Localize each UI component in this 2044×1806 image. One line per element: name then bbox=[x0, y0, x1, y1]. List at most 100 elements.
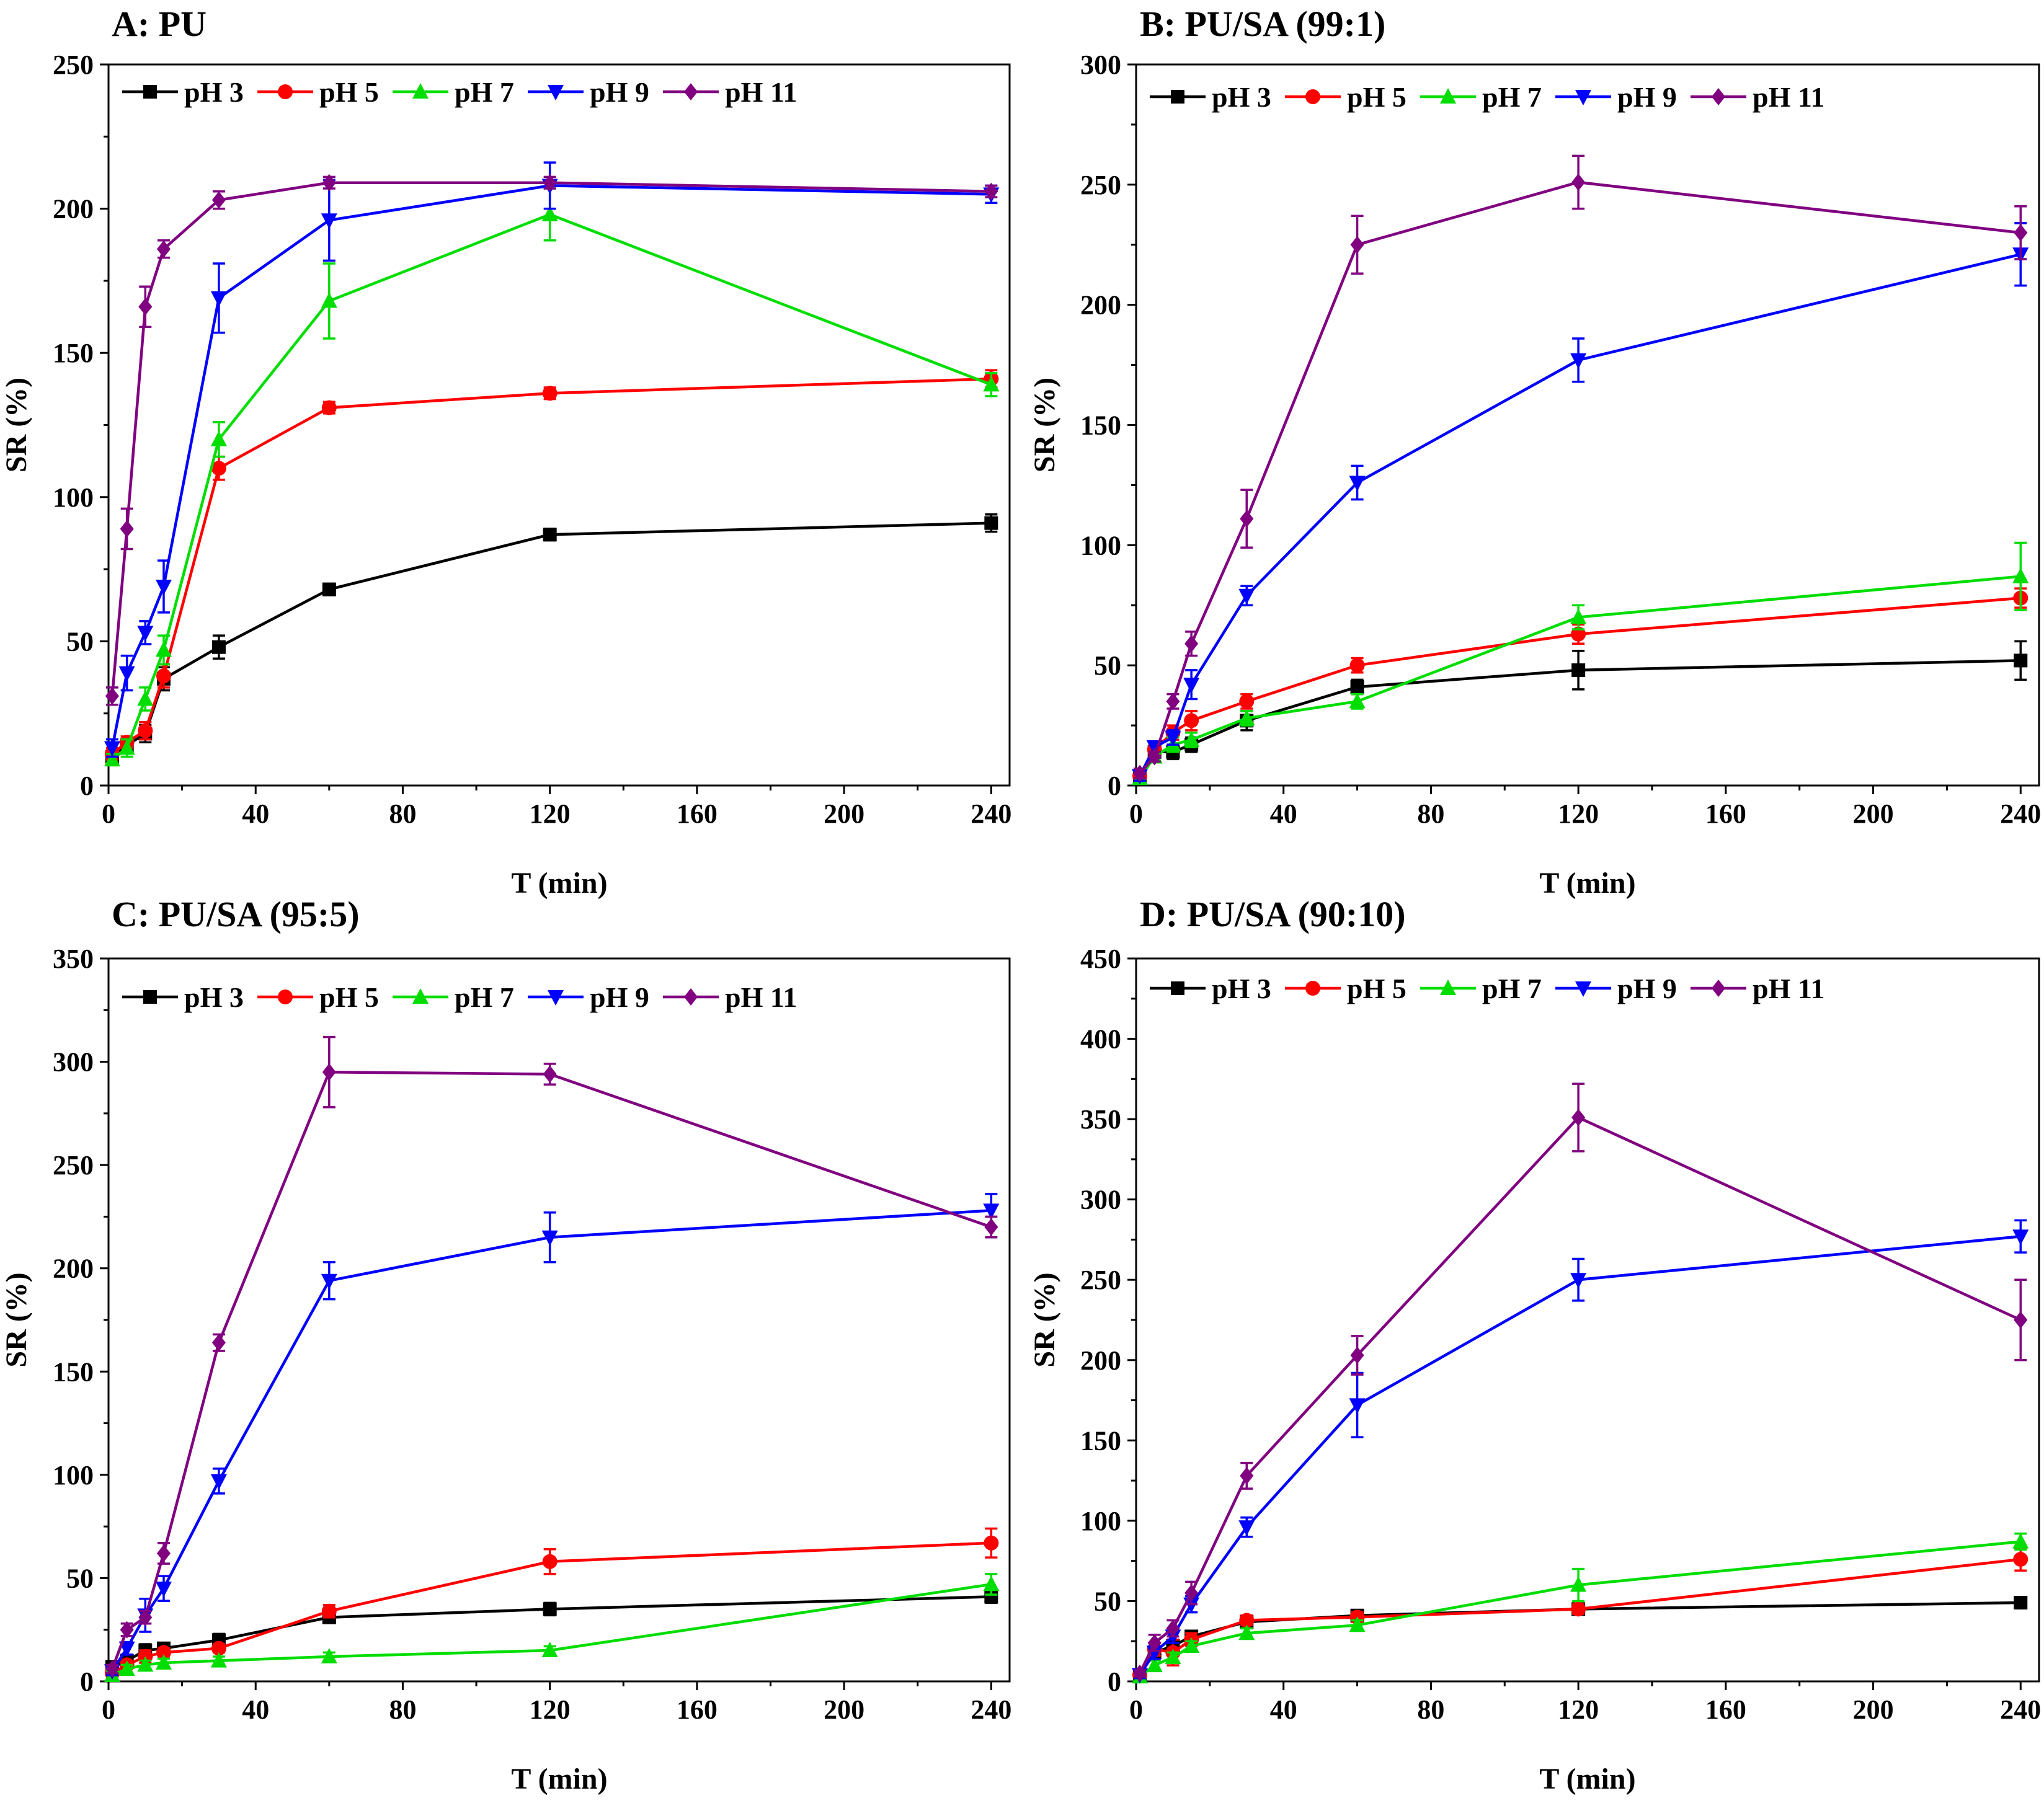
panel-c: C: PU/SA (95:5) 0 40 80 120 160 200 240 0 50 100 15… bbox=[0, 894, 1011, 1795]
panel-b-point-ph-5 bbox=[1571, 626, 1586, 642]
panel-a-series-ph-9 bbox=[104, 161, 1000, 758]
panel-b-y-tick-label-50: 50 bbox=[1094, 650, 1121, 681]
panel-c-point-ph-7 bbox=[983, 1575, 1000, 1591]
panel-d-y-tick-label-400: 400 bbox=[1080, 1024, 1121, 1055]
panel-c-legend-label-ph-9: pH 9 bbox=[590, 981, 649, 1013]
panel-c-point-ph-11 bbox=[120, 1621, 134, 1639]
panel-d-series-ph-11 bbox=[1132, 1082, 2028, 1683]
panel-d-y-tick-label-150: 150 bbox=[1080, 1425, 1121, 1456]
panel-a-legend-marker-ph-3 bbox=[143, 85, 157, 99]
panel-a-legend: pH 3 pH 5 pH 7 pH 9 pH 11 bbox=[122, 76, 797, 108]
panel-d-point-ph-5 bbox=[1571, 1601, 1586, 1617]
panel-d-point-ph-5 bbox=[2013, 1552, 2028, 1567]
panel-d-y-tick-label-0: 0 bbox=[1108, 1667, 1121, 1697]
panel-b-series-ph-9 bbox=[1131, 222, 2029, 785]
panel-a-point-ph-7 bbox=[104, 751, 120, 767]
panel-a-point-ph-3 bbox=[984, 516, 998, 530]
panel-d-legend-label-ph-7: pH 7 bbox=[1482, 973, 1542, 1004]
panel-d-x-tick-label-160: 160 bbox=[1705, 1694, 1746, 1725]
panel-a-x-tick-label-80: 80 bbox=[389, 799, 416, 829]
panel-b-y-tick-label-150: 150 bbox=[1080, 410, 1121, 441]
panel-d-legend: pH 3 pH 5 pH 7 pH 9 pH 11 bbox=[1150, 973, 1824, 1004]
panel-b-point-ph-11 bbox=[1240, 510, 1254, 528]
panel-b-x-tick-label-240: 240 bbox=[2000, 799, 2041, 829]
panel-a-point-ph-9 bbox=[321, 213, 337, 229]
panel-b-y-tick-label-0: 0 bbox=[1108, 771, 1121, 801]
panel-d-legend-marker-ph-11 bbox=[1712, 980, 1725, 997]
panel-d-point-ph-7 bbox=[1165, 1649, 1181, 1665]
panel-d-legend-marker-ph-7 bbox=[1440, 980, 1456, 995]
panel-a-point-ph-7 bbox=[210, 430, 227, 446]
panel-b-title: B: PU/SA (99:1) bbox=[1140, 4, 1385, 44]
panel-a-point-ph-7 bbox=[155, 641, 172, 657]
panel-b-point-ph-9 bbox=[1349, 476, 1366, 492]
panel-c-legend-marker-ph-11 bbox=[684, 988, 698, 1006]
panel-d-point-ph-9 bbox=[1238, 1520, 1255, 1536]
panel-a-point-ph-11 bbox=[543, 174, 557, 192]
panel-a-point-ph-11 bbox=[984, 182, 998, 200]
panel-b: B: PU/SA (99:1) 0 40 80 120 160 200 240 0 50 100 15… bbox=[1028, 4, 2041, 900]
panel-d-point-ph-7 bbox=[1238, 1624, 1255, 1640]
panel-a-point-ph-7 bbox=[137, 690, 154, 706]
panel-a-point-ph-3 bbox=[322, 582, 336, 596]
panel-d-series-ph-7 bbox=[1131, 1532, 2029, 1684]
panel-b-y-tick-label-300: 300 bbox=[1080, 50, 1121, 80]
panel-d-point-ph-9 bbox=[1570, 1273, 1587, 1289]
panel-b-y-axis-label: SR (%) bbox=[1028, 378, 1061, 472]
panel-c-legend-label-ph-7: pH 7 bbox=[455, 981, 514, 1013]
panel-c-point-ph-9 bbox=[118, 1641, 135, 1657]
panel-b-x-tick-label-80: 80 bbox=[1417, 799, 1444, 829]
panel-a-point-ph-11 bbox=[211, 191, 226, 209]
panel-c-point-ph-11 bbox=[211, 1334, 226, 1352]
panel-a-point-ph-9 bbox=[155, 580, 172, 596]
panel-a-legend-marker-ph-7 bbox=[412, 83, 429, 99]
panel-d-point-ph-9 bbox=[1349, 1398, 1366, 1414]
panel-d-x-tick-label-240: 240 bbox=[2000, 1694, 2041, 1725]
panel-a-line-ph-3 bbox=[111, 521, 992, 758]
panel-c-y-tick-label-150: 150 bbox=[53, 1357, 94, 1387]
panel-a-title: A: PU bbox=[112, 4, 207, 44]
panel-c-x-tick-label-200: 200 bbox=[824, 1694, 864, 1725]
panel-b-legend-marker-ph-3 bbox=[1171, 90, 1184, 104]
panel-a-point-ph-5 bbox=[211, 461, 226, 476]
panel-a-x-tick-label-120: 120 bbox=[530, 799, 571, 829]
panel-a-point-ph-11 bbox=[120, 520, 134, 538]
panel-a-x-axis-label: T (min) bbox=[511, 867, 607, 900]
panel-d-point-ph-11 bbox=[1147, 1634, 1162, 1652]
panel-b-series-ph-11 bbox=[1132, 154, 2028, 782]
panel-a: A: PU 0 40 80 120 160 200 240 0 50 100 150 200 250 T (… bbox=[0, 4, 1011, 900]
panel-d-legend-label-ph-9: pH 9 bbox=[1617, 973, 1677, 1004]
panel-c-point-ph-5 bbox=[321, 1603, 337, 1619]
panel-d-x-tick-label-40: 40 bbox=[1270, 1694, 1297, 1725]
panel-a-series-ph-3 bbox=[105, 513, 998, 764]
panel-a-series-ph-5 bbox=[104, 369, 999, 761]
panel-c-point-ph-9 bbox=[155, 1582, 172, 1598]
panel-d-point-ph-5 bbox=[1239, 1613, 1255, 1628]
panel-d-x-tick-label-0: 0 bbox=[1129, 1694, 1143, 1725]
panel-b-point-ph-11 bbox=[1166, 693, 1180, 710]
panel-a-y-tick-label-250: 250 bbox=[53, 50, 94, 80]
panel-c-legend-marker-ph-9 bbox=[548, 990, 564, 1006]
panel-c-point-ph-11 bbox=[156, 1544, 171, 1562]
panel-b-line-ph-7 bbox=[1139, 575, 2021, 779]
panel-a-point-ph-9 bbox=[137, 626, 154, 642]
panel-a-y-tick-label-150: 150 bbox=[53, 338, 94, 368]
panel-b-legend: pH 3 pH 5 pH 7 pH 9 pH 11 bbox=[1150, 81, 1824, 113]
panel-c-legend-label-ph-3: pH 3 bbox=[184, 981, 244, 1013]
panel-d-point-ph-9 bbox=[2012, 1229, 2029, 1246]
panel-d-legend-label-ph-5: pH 5 bbox=[1347, 973, 1406, 1004]
panel-c-legend-marker-ph-5 bbox=[278, 989, 293, 1004]
panel-c-plot-frame bbox=[107, 957, 1011, 1683]
panel-b-series-ph-3 bbox=[1132, 640, 2028, 786]
panel-b-point-ph-5 bbox=[1239, 694, 1255, 709]
panel-d-y-tick-label-200: 200 bbox=[1080, 1345, 1121, 1376]
panel-b-legend-label-ph-7: pH 7 bbox=[1482, 81, 1542, 113]
panel-a-legend-marker-ph-9 bbox=[548, 85, 564, 100]
panel-b-line-ph-3 bbox=[1138, 659, 2021, 779]
panel-c-y-tick-label-100: 100 bbox=[53, 1460, 94, 1490]
panel-b-point-ph-11 bbox=[1132, 764, 1147, 782]
panel-b-point-ph-11 bbox=[1147, 748, 1162, 766]
panel-c-point-ph-7 bbox=[155, 1654, 172, 1670]
panel-b-x-tick-label-0: 0 bbox=[1129, 799, 1143, 829]
